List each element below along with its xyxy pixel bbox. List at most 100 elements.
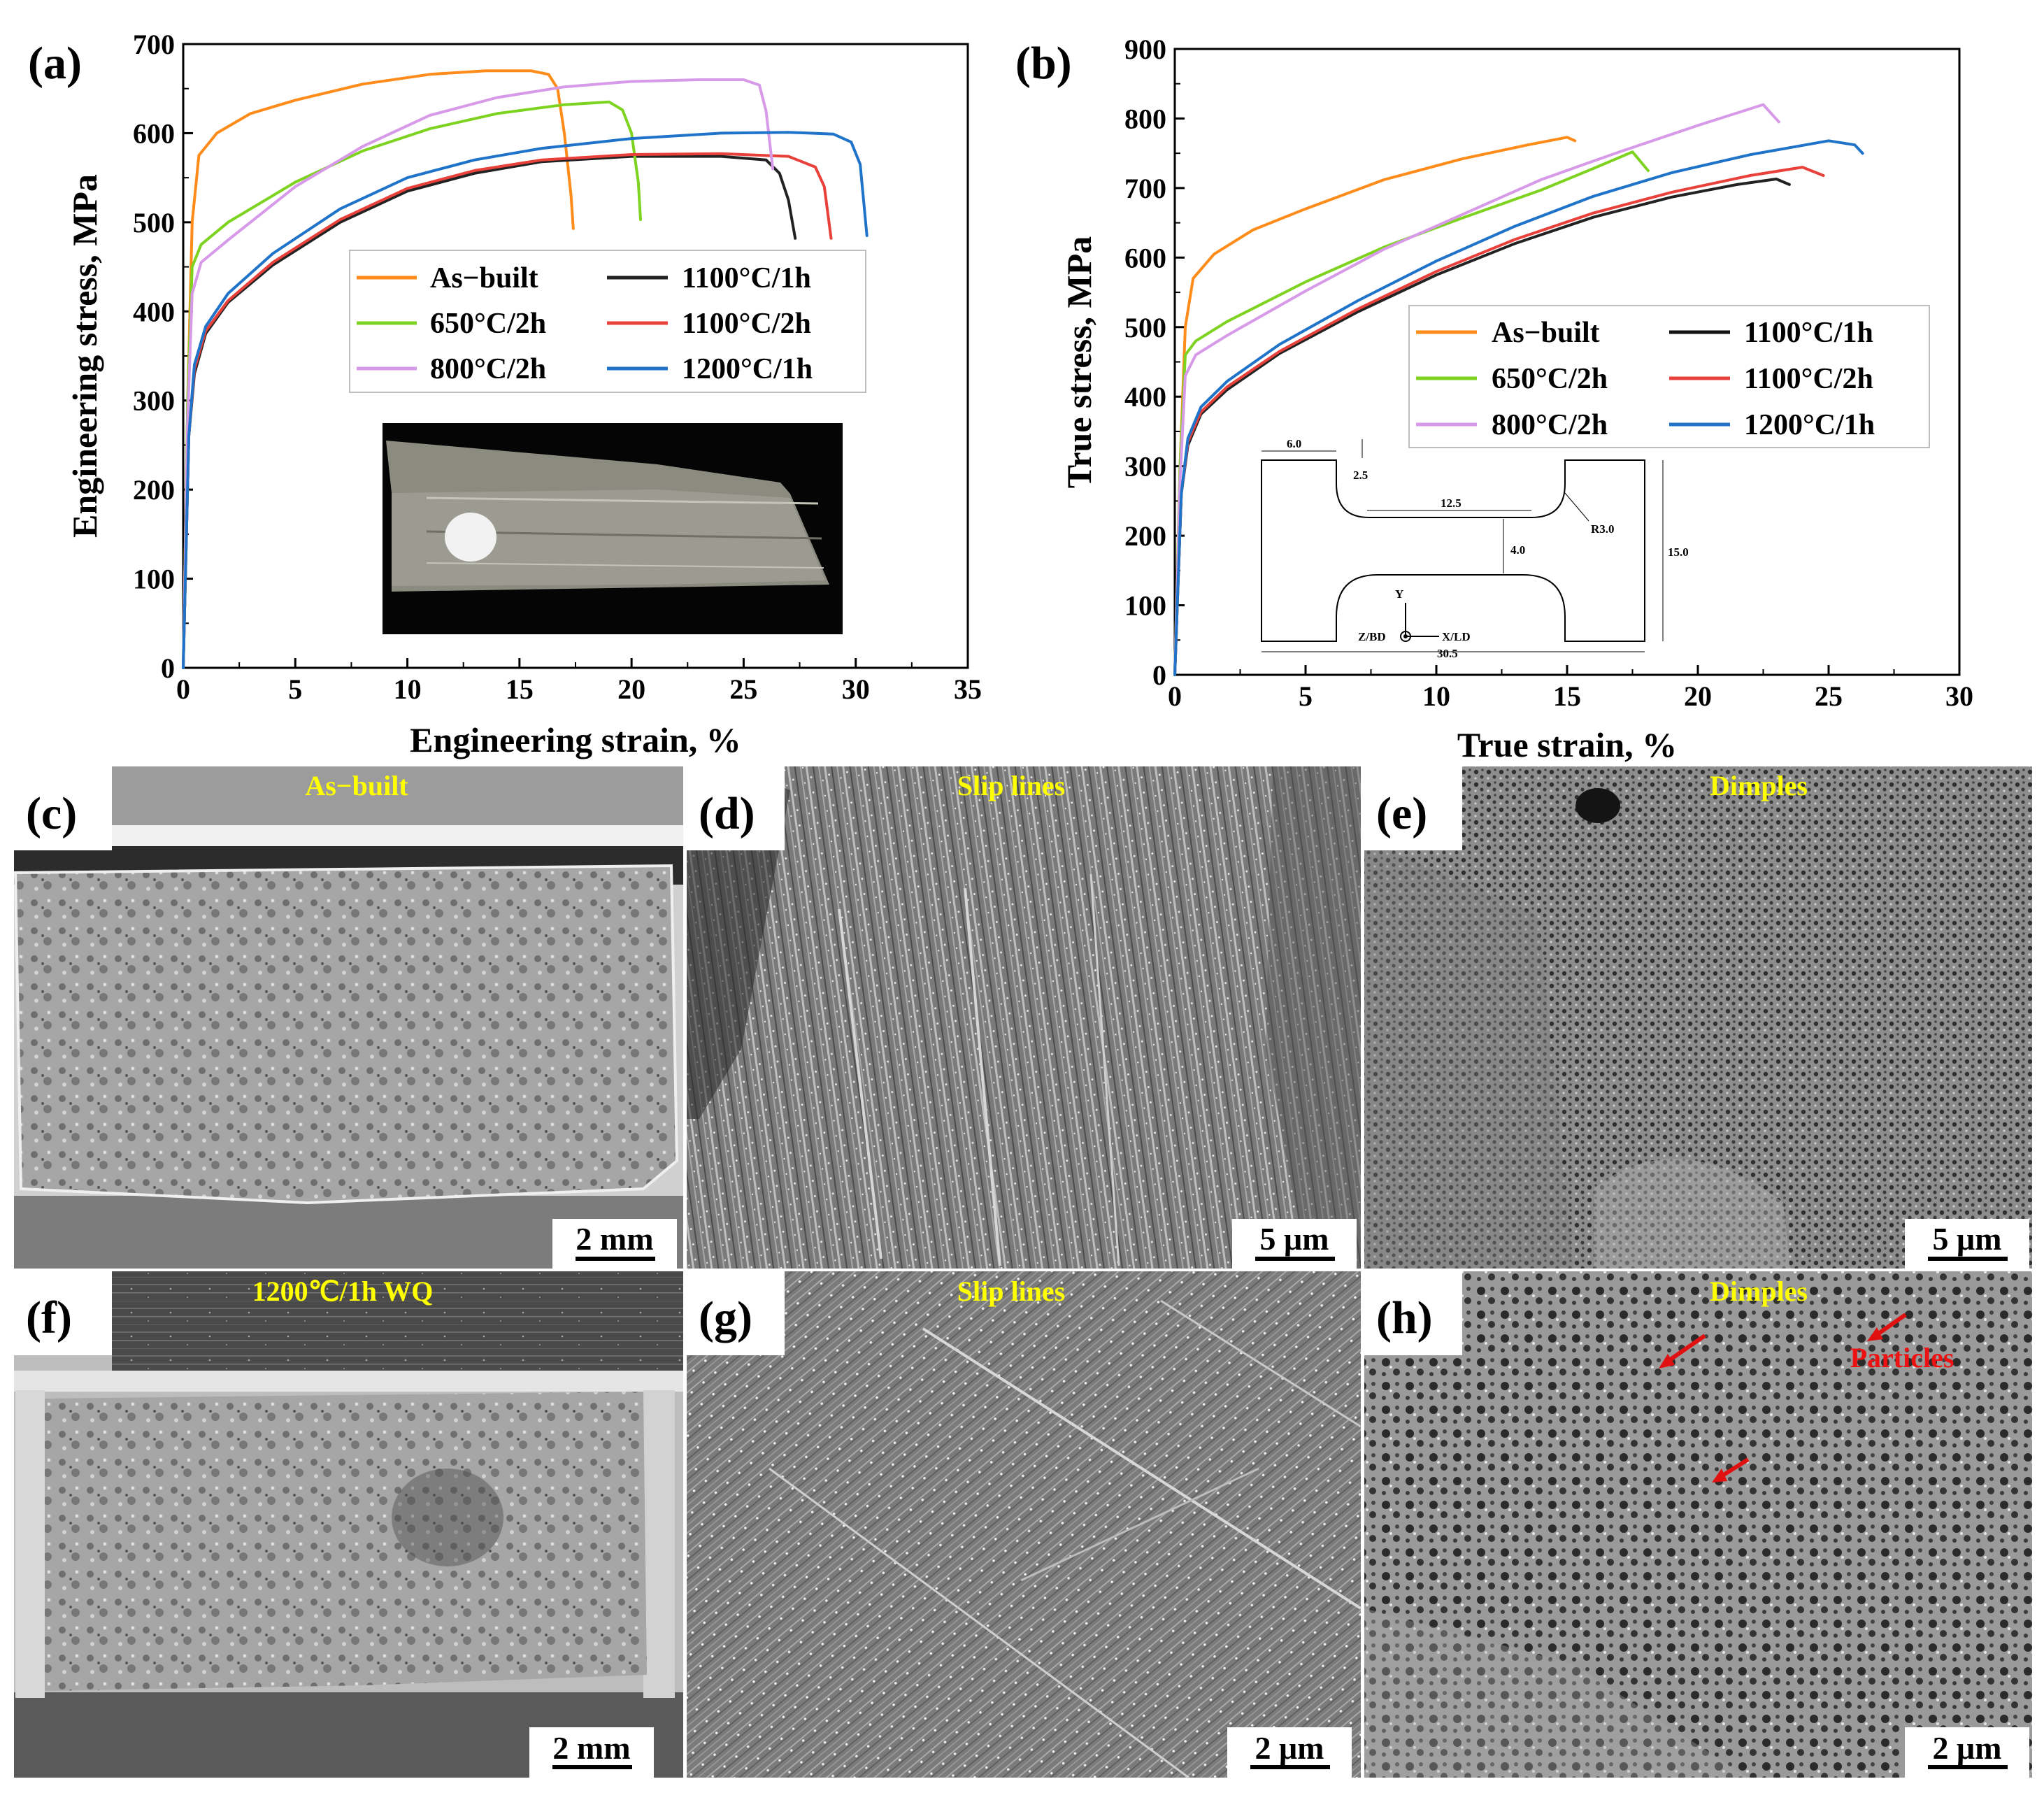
scale-bar-d: 5 μm xyxy=(1260,1221,1329,1257)
legend-label-1200: 1200°C/1h xyxy=(682,353,813,385)
chart-a-ytick-label: 100 xyxy=(133,564,175,595)
particle-arrow xyxy=(1874,1313,1907,1338)
chart-b-xtick-label: 5 xyxy=(1299,680,1313,712)
legend-label-1100-2h: 1100°C/2h xyxy=(1744,363,1873,395)
chart-a-ylabel: Engineering stress, MPa xyxy=(65,174,104,538)
particle-arrow xyxy=(1665,1334,1706,1364)
scale-bar-g: 2 μm xyxy=(1255,1730,1324,1766)
legend-label-1200: 1200°C/1h xyxy=(1744,409,1875,441)
chart-a-ytick-label: 400 xyxy=(133,296,175,327)
chart-b-ytick-label: 700 xyxy=(1124,173,1166,204)
chart-b-ytick-label: 600 xyxy=(1124,242,1166,273)
chart-b-ytick-label: 300 xyxy=(1124,451,1166,483)
micrograph-h: (h) Dimples Particles 2 μm xyxy=(1364,1271,2032,1778)
micrograph-f: (f) 1200℃/1h WQ 2 mm xyxy=(14,1271,683,1778)
chart-b-xtick-label: 25 xyxy=(1815,680,1843,712)
chart-b: 0 5 10 15 20 25 300100200300400500600700800900… xyxy=(1015,34,1973,764)
scale-bar-e: 5 μm xyxy=(1933,1221,2002,1257)
legend-label-650: 650°C/2h xyxy=(430,308,546,340)
micrograph-g: (g) Slip lines 2 μm xyxy=(687,1271,1362,1779)
panel-label-h: (h) xyxy=(1376,1292,1433,1343)
particles-label: Particles xyxy=(1850,1342,1954,1373)
axis-x-ld: X/LD xyxy=(1442,630,1471,643)
specimen-drawing xyxy=(1261,439,1664,652)
legend-label-1100-1h: 1100°C/1h xyxy=(682,262,811,294)
chart-a-xtick-label: 30 xyxy=(842,673,870,705)
panel-label-f: (f) xyxy=(26,1292,72,1343)
panel-label-b: (b) xyxy=(1015,38,1072,89)
chart-a-xtick-label: 25 xyxy=(729,673,757,705)
chart-a-legend: As−built 650°C/2h 800°C/2h 1100°C/1h 110… xyxy=(349,250,866,393)
chart-b-lines xyxy=(1173,103,1864,676)
chart-a-xtick-label: 15 xyxy=(506,673,534,705)
scale-bar-c: 2 mm xyxy=(576,1221,653,1257)
particle-arrow-head xyxy=(1712,1469,1727,1483)
chart-a-xtick-label: 35 xyxy=(954,673,982,705)
chart-b-ytick-label: 400 xyxy=(1124,381,1166,413)
legend-label-as-built: As−built xyxy=(1492,317,1600,349)
chart-a-xtick-label: 5 xyxy=(288,673,302,705)
legend-label-800: 800°C/2h xyxy=(1492,409,1608,441)
dim-r3: R3.0 xyxy=(1591,522,1615,536)
scale-bar-h: 2 μm xyxy=(1933,1730,2002,1766)
chart-a-ticks: 0 5 10 15 20 25 30 35 0 100 200 300 400 500 600 700 xyxy=(133,29,982,705)
panel-label-g: (g) xyxy=(699,1292,752,1343)
image-title-c: As−built xyxy=(305,770,408,801)
chart-a-ytick-label: 300 xyxy=(133,385,175,417)
chart-a-xtick-label: 10 xyxy=(394,673,422,705)
particle-arrow xyxy=(1719,1457,1750,1479)
chart-a-lines xyxy=(182,69,869,669)
chart-a-ytick-label: 0 xyxy=(161,652,175,684)
chart-a-series-800-c-2h xyxy=(182,78,775,669)
chart-b-ytick-label: 100 xyxy=(1124,590,1166,622)
chart-a-ytick-label: 500 xyxy=(133,207,175,238)
chart-a-xtick-label: 20 xyxy=(617,673,645,705)
panel-label-e: (e) xyxy=(1376,788,1427,839)
dim-4: 4.0 xyxy=(1510,543,1525,557)
image-title-h: Dimples xyxy=(1710,1276,1808,1307)
chart-a-series-1200-c-1h xyxy=(182,131,869,669)
chart-a-series-as-built xyxy=(182,69,575,669)
chart-b-xtick-label: 30 xyxy=(1945,680,1973,712)
chart-a-xtick-label: 0 xyxy=(176,673,190,705)
image-title-g: Slip lines xyxy=(957,1276,1066,1307)
panel-label-c: (c) xyxy=(26,788,77,839)
chart-b-ytick-label: 0 xyxy=(1152,659,1166,691)
legend-label-1100-1h: 1100°C/1h xyxy=(1744,317,1873,349)
chart-a-ytick-label: 600 xyxy=(133,117,175,149)
chart-b-ytick-label: 800 xyxy=(1124,103,1166,134)
legend-label-650: 650°C/2h xyxy=(1492,363,1608,395)
dim-15: 15.0 xyxy=(1668,545,1689,559)
chart-b-series-1100-c-2h xyxy=(1173,166,1825,676)
scale-bar-f: 2 mm xyxy=(552,1730,630,1766)
panel-label-a: (a) xyxy=(28,38,82,89)
dim-6: 6.0 xyxy=(1287,437,1301,450)
chart-b-xtick-label: 0 xyxy=(1168,680,1182,712)
chart-b-xtick-label: 20 xyxy=(1684,680,1712,712)
chart-b-series-as-built xyxy=(1173,136,1577,676)
chart-b-ytick-label: 500 xyxy=(1124,312,1166,343)
chart-a-ytick-label: 200 xyxy=(133,474,175,506)
chart-b-series-800-c-2h xyxy=(1173,103,1780,676)
chart-b-ylabel: True stress, MPa xyxy=(1059,236,1099,489)
particle-arrow-head xyxy=(1867,1327,1883,1341)
panel-label-d: (d) xyxy=(699,788,755,839)
specimen-photo-inset xyxy=(383,423,843,634)
chart-b-series-1200-c-1h xyxy=(1173,139,1864,676)
image-title-d: Slip lines xyxy=(957,770,1066,801)
axis-y: Y xyxy=(1395,587,1403,601)
image-title-e: Dimples xyxy=(1710,770,1808,801)
legend-label-as-built: As−built xyxy=(430,262,538,294)
chart-b-ytick-label: 200 xyxy=(1124,520,1166,552)
chart-a-series-650-c-2h xyxy=(182,100,642,669)
micrograph-e: (e) Dimples 5 μm xyxy=(1364,766,2032,1269)
chart-a: 0 5 10 15 20 25 30 35 0 100 200 300 400 500 600 700 (a)… xyxy=(28,29,982,759)
micrograph-d: (d) Slip lines 5 μm xyxy=(687,766,1361,1269)
legend-label-800: 800°C/2h xyxy=(430,353,546,385)
chart-a-xlabel: Engineering strain, % xyxy=(410,720,741,759)
chart-b-xlabel: True strain, % xyxy=(1457,725,1677,764)
legend-label-1100-2h: 1100°C/2h xyxy=(682,308,811,340)
chart-b-series-650-c-2h xyxy=(1173,150,1650,676)
